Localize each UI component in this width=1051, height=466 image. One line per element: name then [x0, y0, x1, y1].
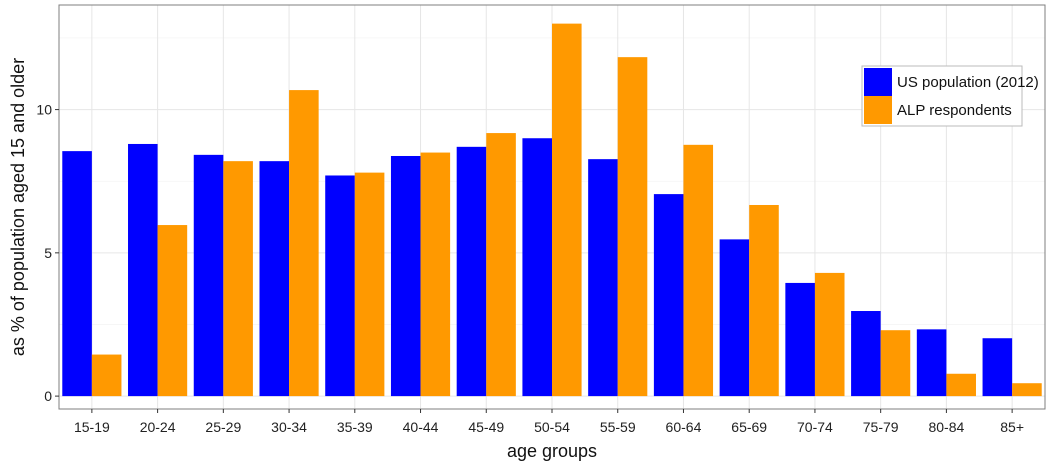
- x-tick-label: 85+: [1000, 419, 1024, 435]
- y-axis-title: as % of population aged 15 and older: [8, 58, 28, 356]
- x-tick-label: 40-44: [403, 419, 439, 435]
- bar-alp-respondents-20-24: [157, 225, 188, 397]
- x-axis: 15-19 20-24 25-29 30-34 35-39 40-44 45-49 50-54…: [74, 409, 1024, 435]
- bar-alp-respondents-70-74: [814, 272, 845, 397]
- legend: US population (2012) ALP respondents: [861, 65, 1039, 127]
- legend-swatch-alp-respondents: [864, 96, 892, 124]
- y-axis: 0 5 10: [36, 102, 59, 404]
- bar-us-population-65-69: [719, 239, 750, 397]
- bar-alp-respondents-55-59: [617, 57, 648, 397]
- bar-us-population-35-39: [325, 175, 355, 397]
- bar-us-population-30-34: [259, 161, 290, 397]
- x-tick-label: 60-64: [666, 419, 702, 435]
- legend-label-alp-respondents: ALP respondents: [897, 102, 1012, 119]
- bar-alp-respondents-50-54: [552, 23, 582, 397]
- bar-alp-respondents-85+: [1012, 383, 1042, 397]
- x-tick-label: 55-59: [600, 419, 636, 435]
- x-tick-label: 65-69: [731, 419, 767, 435]
- bar-alp-respondents-30-34: [289, 90, 319, 397]
- x-tick-label: 25-29: [205, 419, 241, 435]
- y-tick-label: 5: [44, 245, 52, 261]
- x-tick-label: 15-19: [74, 419, 110, 435]
- bar-alp-respondents-40-44: [420, 152, 451, 397]
- y-tick-label: 0: [44, 388, 52, 404]
- bar-alp-respondents-60-64: [683, 144, 714, 397]
- legend-swatch-us-population: [864, 68, 892, 96]
- bar-alp-respondents-35-39: [354, 172, 385, 397]
- y-tick-label: 10: [36, 102, 52, 118]
- x-tick-label: 35-39: [337, 419, 373, 435]
- x-axis-title: age groups: [507, 441, 597, 461]
- bar-alp-respondents-75-79: [880, 330, 911, 397]
- bar-us-population-50-54: [522, 138, 552, 397]
- bar-us-population-15-19: [62, 151, 92, 397]
- bar-us-population-55-59: [588, 159, 618, 397]
- x-tick-label: 30-34: [271, 419, 307, 435]
- bars: [62, 23, 1042, 397]
- bar-us-population-20-24: [128, 143, 158, 397]
- bar-alp-respondents-80-84: [946, 373, 976, 397]
- x-tick-label: 45-49: [468, 419, 504, 435]
- bar-alp-respondents-45-49: [486, 133, 516, 397]
- bar-us-population-45-49: [456, 146, 487, 397]
- bar-us-population-60-64: [653, 194, 684, 397]
- bar-alp-respondents-65-69: [749, 204, 779, 397]
- bar-us-population-80-84: [916, 329, 947, 397]
- x-tick-label: 70-74: [797, 419, 833, 435]
- x-tick-label: 50-54: [534, 419, 570, 435]
- bar-us-population-70-74: [785, 282, 815, 397]
- bar-us-population-85+: [982, 338, 1013, 397]
- legend-label-us-population: US population (2012): [897, 74, 1039, 91]
- bar-alp-respondents-15-19: [91, 354, 122, 397]
- x-tick-label: 20-24: [140, 419, 176, 435]
- bar-us-population-75-79: [851, 311, 881, 397]
- bar-us-population-40-44: [390, 155, 421, 397]
- bar-alp-respondents-25-29: [223, 161, 253, 397]
- bar-us-population-25-29: [193, 154, 224, 397]
- x-tick-label: 80-84: [928, 419, 964, 435]
- x-tick-label: 75-79: [863, 419, 899, 435]
